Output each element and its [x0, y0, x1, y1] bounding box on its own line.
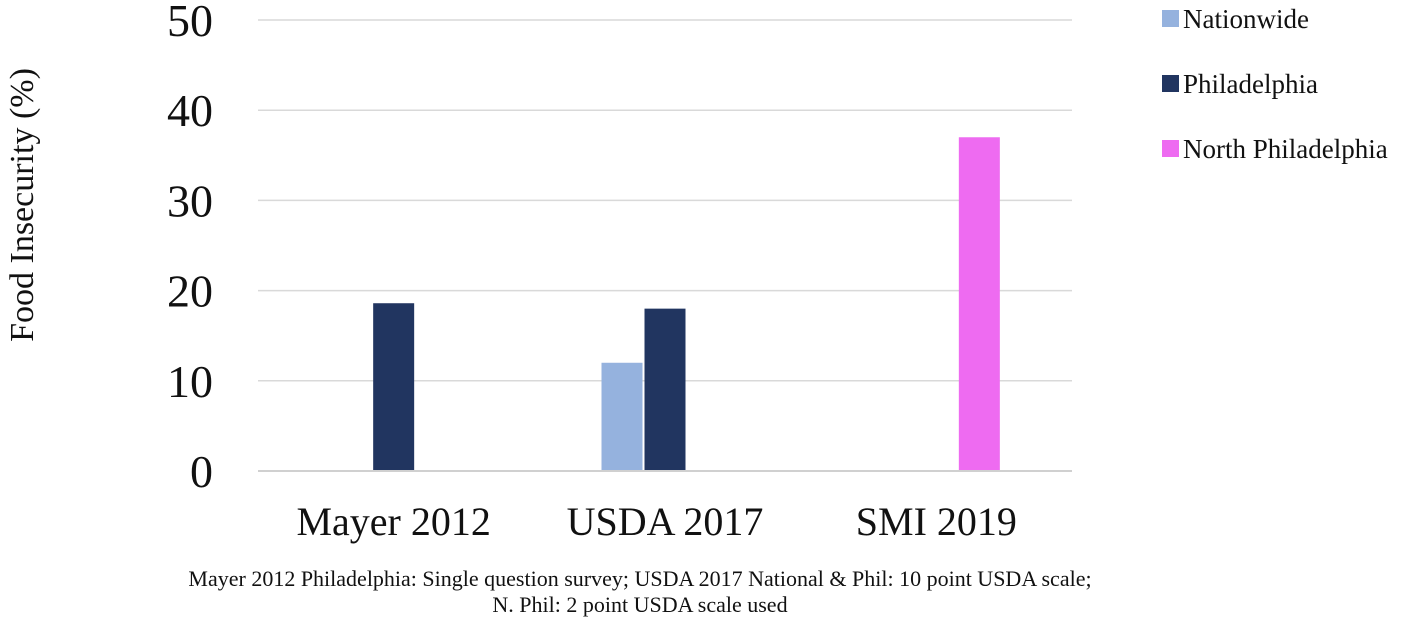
footnote-line-1: Mayer 2012 Philadelphia: Single question…: [188, 566, 1091, 591]
y-tick-label: 40: [167, 85, 213, 136]
bars: [373, 137, 1000, 471]
bar-philadelphia-1: [373, 303, 415, 471]
x-category-label: SMI 2019: [856, 499, 1017, 544]
y-tick-label: 0: [190, 446, 213, 497]
y-tick-label: 30: [167, 175, 213, 226]
y-axis-tick-labels: 0 10 20 30 40 50: [167, 0, 213, 497]
bar-philadelphia-2: [644, 308, 686, 471]
footnote-line-2: N. Phil: 2 point USDA scale used: [492, 592, 787, 617]
y-axis-title: Food Insecurity (%): [4, 68, 41, 342]
x-category-label: Mayer 2012: [296, 499, 490, 544]
legend-label-philadelphia: Philadelphia: [1183, 69, 1318, 99]
x-category-label: USDA 2017: [567, 499, 764, 544]
bar-north-philadelphia-3: [958, 137, 1000, 471]
footnote: Mayer 2012 Philadelphia: Single question…: [188, 566, 1091, 617]
legend-label-nationwide: Nationwide: [1183, 4, 1309, 34]
bar-nationwide-2: [601, 362, 643, 471]
x-axis-category-labels: Mayer 2012 USDA 2017 SMI 2019: [296, 499, 1016, 544]
gridlines: [258, 19, 1072, 382]
legend-swatch-north-philadelphia: [1162, 140, 1179, 157]
y-tick-label: 50: [167, 0, 213, 46]
legend-swatch-philadelphia: [1162, 75, 1179, 92]
legend-label-north-philadelphia: North Philadelphia: [1183, 134, 1388, 164]
legend: Nationwide Philadelphia North Philadelphia: [1162, 4, 1388, 164]
y-tick-label: 10: [167, 356, 213, 407]
legend-swatch-nationwide: [1162, 10, 1179, 27]
y-tick-label: 20: [167, 266, 213, 317]
